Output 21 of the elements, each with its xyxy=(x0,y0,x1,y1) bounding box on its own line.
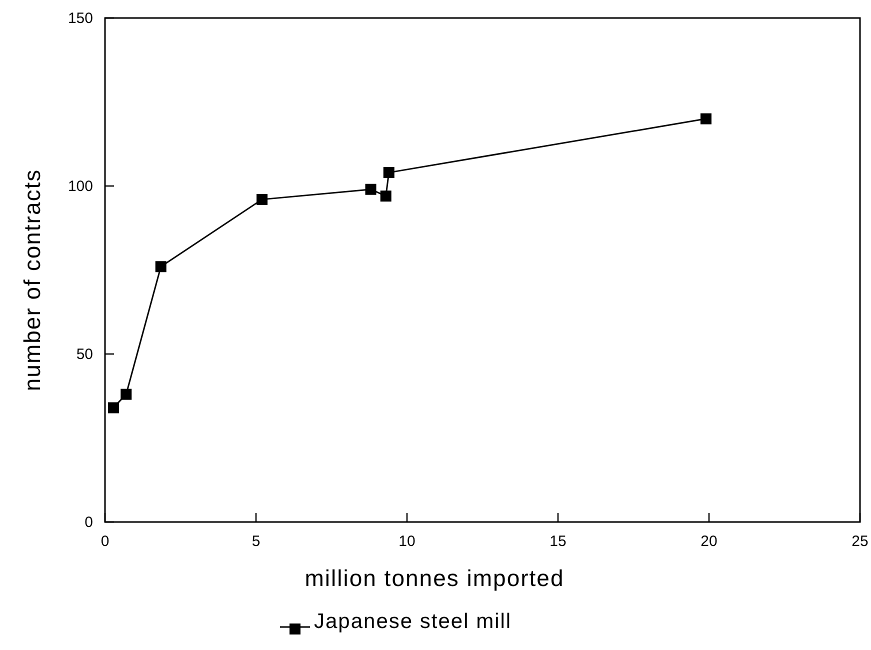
legend-label: Japanese steel mill xyxy=(314,610,512,633)
point xyxy=(380,190,392,202)
y-tick-label: 150 xyxy=(68,10,93,27)
x-tick-label: 15 xyxy=(550,533,566,550)
point xyxy=(365,184,376,195)
x-tick-label: 25 xyxy=(852,533,868,550)
point xyxy=(155,261,166,272)
y-tick-label: 50 xyxy=(76,346,93,363)
x-tick-label: 5 xyxy=(252,533,260,550)
y-tick-label: 100 xyxy=(68,178,93,195)
y-axis-title: number of contracts xyxy=(19,168,45,392)
point xyxy=(700,113,712,124)
point xyxy=(108,402,119,414)
point xyxy=(120,388,132,400)
x-tick-label: 10 xyxy=(398,533,416,550)
x-tick-label: 0 xyxy=(100,533,110,550)
y-tick-label: 0 xyxy=(84,514,93,531)
x-tick-label: 20 xyxy=(700,533,718,550)
x-axis-title: million tonnes imported xyxy=(304,565,564,591)
point xyxy=(256,194,268,205)
point xyxy=(383,167,394,178)
